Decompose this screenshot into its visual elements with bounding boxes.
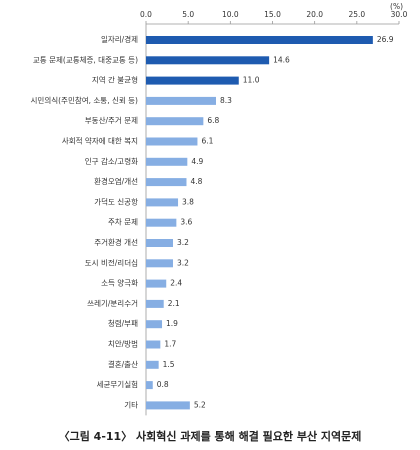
value-label: 4.9 xyxy=(191,157,203,166)
y-tick-label: 교통 문제(교통체증, 대중교통 등) xyxy=(33,54,138,64)
bar xyxy=(146,279,167,288)
value-label: 3.2 xyxy=(177,258,189,267)
y-tick-label: 기타 xyxy=(124,400,138,409)
y-tick-label: 지역 간 불균형 xyxy=(92,75,138,85)
bar xyxy=(146,56,270,65)
value-label: 5.2 xyxy=(194,400,206,409)
y-tick-label: 도시 비전/리더십 xyxy=(85,257,138,267)
bar xyxy=(146,198,179,207)
bar xyxy=(146,239,173,247)
x-tick-label: 10.0 xyxy=(222,10,239,19)
value-label: 8.3 xyxy=(220,96,232,105)
value-label: 1.9 xyxy=(166,319,178,328)
value-label: 1.5 xyxy=(163,360,175,369)
x-tick-label: 25.0 xyxy=(348,10,365,19)
value-label: 2.1 xyxy=(168,299,180,308)
y-tick-label: 청렴/부패 xyxy=(108,318,138,328)
bar xyxy=(146,96,216,105)
y-tick-label: 주거환경 개선 xyxy=(94,237,138,247)
y-tick-label: 부동산/주거 문제 xyxy=(85,115,138,125)
value-label: 3.6 xyxy=(180,218,192,227)
x-tick-label: 20.0 xyxy=(306,10,323,19)
value-label: 11.0 xyxy=(243,76,260,85)
x-tick-label: 5.0 xyxy=(182,10,194,19)
y-tick-label: 소득 양극화 xyxy=(101,279,138,288)
bar xyxy=(146,117,204,126)
value-label: 6.1 xyxy=(201,137,213,146)
bar xyxy=(146,299,164,308)
y-tick-label: 사회적 약자에 대한 복지 xyxy=(62,136,138,146)
unit-label: (%) xyxy=(390,2,403,11)
value-label: 2.4 xyxy=(170,279,182,288)
bar xyxy=(146,360,159,369)
bar xyxy=(146,381,153,390)
bar xyxy=(146,36,373,44)
bar xyxy=(146,76,239,85)
bar xyxy=(146,259,173,268)
value-label: 4.8 xyxy=(190,177,202,186)
bar xyxy=(146,137,198,146)
x-tick-label: 0.0 xyxy=(140,10,152,19)
value-label: 6.8 xyxy=(207,116,219,125)
value-label: 26.9 xyxy=(377,35,394,44)
value-label: 3.8 xyxy=(182,197,194,206)
value-label: 3.2 xyxy=(177,238,189,247)
y-tick-label: 결혼/출산 xyxy=(108,359,138,369)
y-tick-label: 쓰레기/분리수거 xyxy=(87,299,138,308)
value-label: 1.7 xyxy=(164,340,176,349)
bar xyxy=(146,340,161,349)
value-label: 0.8 xyxy=(157,380,169,389)
x-tick-label: 15.0 xyxy=(264,10,281,19)
bar xyxy=(146,178,187,187)
bar xyxy=(146,320,163,329)
y-tick-label: 가덕도 신공항 xyxy=(94,196,138,206)
y-tick-label: 세균무기실험 xyxy=(97,379,138,389)
value-label: 14.6 xyxy=(273,55,290,64)
y-tick-label: 주차 문제 xyxy=(108,218,138,227)
y-tick-label: 치안/방범 xyxy=(108,339,138,349)
y-tick-label: 환경오염/개선 xyxy=(94,176,138,186)
y-tick-label: 일자리/경제 xyxy=(101,34,138,44)
bar xyxy=(146,401,190,410)
y-tick-label: 시민의식(주민참여, 소통, 신뢰 등) xyxy=(31,95,139,105)
caption: 〈그림 4-11〉 사회혁신 과제를 통해 해결 필요한 부산 지역문제 xyxy=(59,429,362,443)
bar xyxy=(146,157,188,166)
bar xyxy=(146,218,177,227)
x-tick-label: 30.0 xyxy=(391,10,408,19)
y-tick-label: 인구 감소/고령화 xyxy=(85,156,138,166)
